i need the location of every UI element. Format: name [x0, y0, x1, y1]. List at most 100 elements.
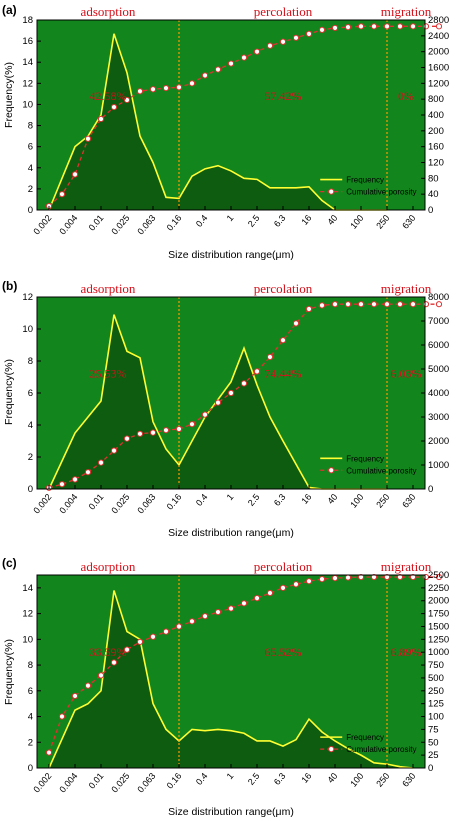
cumulative-point: [84, 469, 92, 476]
cumulative-point: [214, 399, 222, 406]
cumulative-point: [396, 23, 404, 30]
zone-percent: 6.03%: [391, 367, 422, 381]
frequency-area: [49, 590, 413, 768]
y-tick-label: 6: [28, 686, 33, 697]
cumulative-point: [305, 578, 313, 585]
cumulative-point: [227, 389, 235, 397]
x-axis-title: Size distribution range(μm): [168, 806, 294, 818]
cumulative-point: [45, 749, 53, 756]
cumulative-point: [123, 646, 131, 653]
x-tick-label: 100: [348, 213, 365, 231]
y2-tick-label: 3000: [428, 412, 449, 423]
x-tick-label: 0.01: [87, 492, 106, 512]
panel-label: (a): [2, 3, 17, 17]
cumulative-point: [357, 301, 365, 308]
y2-tick-label: 400: [428, 110, 444, 121]
cumulative-point: [227, 605, 235, 612]
y2-tick-label: 2000: [428, 47, 449, 58]
y2-tick-label: 2000: [428, 436, 449, 447]
y2-tick-label: 7000: [428, 316, 449, 327]
cumulative-point: [266, 42, 274, 49]
legend-cumulative-marker: [328, 188, 335, 195]
x-tick-label: 0.025: [109, 492, 131, 516]
cumulative-point: [305, 305, 313, 313]
y2-tick-label: 2800: [428, 15, 449, 26]
cumulative-point: [201, 411, 209, 418]
cumulative-point: [318, 302, 326, 309]
y2-tick-label: 8000: [428, 292, 449, 303]
cumulative-point: [123, 435, 131, 442]
zone-percent: 25.53%: [90, 367, 127, 381]
cumulative-point: [201, 613, 209, 620]
cumulative-point: [279, 337, 287, 344]
y-tick-label: 6: [28, 142, 33, 153]
cumulative-point: [58, 713, 66, 720]
cumulative-point: [357, 23, 365, 30]
cumulative-point: [240, 600, 248, 607]
x-tick-label: 250: [374, 492, 391, 510]
y2-tick-label: 80: [428, 173, 439, 184]
x-tick-label: 1: [225, 213, 236, 223]
x-tick-label: 0.025: [109, 213, 131, 237]
cumulative-point: [318, 576, 326, 583]
x-tick-label: 630: [400, 771, 417, 789]
frequency-line: [48, 33, 387, 211]
y2-tick-label: 750: [428, 660, 444, 671]
x-tick-label: 1: [225, 771, 236, 781]
cumulative-point: [123, 96, 131, 104]
zone-percent: 6.89%: [391, 645, 422, 659]
cumulative-point: [71, 171, 79, 178]
x-axis-title: Size distribution range(μm): [168, 527, 294, 539]
y-tick-label: 8: [28, 121, 33, 132]
y-axis-title: Frequency(%): [3, 639, 15, 705]
legend-frequency-label: Frequency: [346, 733, 384, 742]
y2-tick-label: 125: [428, 699, 444, 710]
panel-label: (b): [2, 279, 17, 293]
legend-cumulative-label: Cumulative porosity: [346, 745, 416, 754]
cumulative-point: [396, 301, 404, 308]
y-tick-label: 4: [28, 712, 33, 723]
cumulative-point: [435, 301, 443, 308]
cumulative-point: [149, 633, 157, 640]
cumulative-point: [175, 84, 183, 91]
y2-tick-label: 0: [428, 763, 433, 774]
cumulative-point: [110, 659, 118, 666]
zone-title-adsorption: adsorption: [81, 4, 136, 19]
y-tick-label: 14: [22, 583, 33, 594]
cumulative-point: [188, 421, 196, 428]
y2-tick-label: 2000: [428, 596, 449, 607]
cumulative-point: [71, 476, 79, 483]
x-tick-label: 40: [325, 492, 339, 506]
y-tick-label: 2: [28, 452, 33, 463]
y2-tick-label: 6000: [428, 340, 449, 351]
y2-tick-label: 160: [428, 142, 444, 153]
x-tick-label: 0.063: [135, 213, 157, 237]
y-tick-label: 2: [28, 184, 33, 195]
cumulative-point: [58, 481, 66, 488]
cumulative-point: [136, 638, 144, 646]
cumulative-point: [331, 301, 339, 308]
zone-title-adsorption: adsorption: [81, 281, 136, 296]
cumulative-point: [97, 459, 105, 466]
cumulative-point: [214, 66, 222, 73]
cumulative-point: [71, 692, 79, 700]
y-tick-label: 10: [22, 99, 33, 110]
zone-percent: 74.44%: [265, 367, 302, 381]
y2-tick-label: 5000: [428, 364, 449, 375]
cumulative-point: [409, 301, 417, 308]
zone-percent: 65.52%: [265, 645, 302, 659]
x-tick-label: 16: [299, 213, 313, 227]
x-tick-label: 1: [225, 492, 236, 502]
zone-title-migration: migration: [381, 281, 432, 296]
cumulative-point: [370, 573, 378, 581]
zone-percent: 33.59%: [90, 645, 127, 659]
y-tick-label: 6: [28, 388, 33, 399]
cumulative-point: [435, 573, 443, 581]
y2-tick-label: 1250: [428, 634, 449, 645]
y-axis-title: Frequency(%): [3, 62, 15, 128]
cumulative-point: [292, 320, 300, 327]
y2-tick-label: 1500: [428, 621, 449, 632]
cumulative-point: [292, 34, 300, 41]
cumulative-point: [409, 573, 417, 581]
y2-tick-label: 40: [428, 189, 439, 200]
